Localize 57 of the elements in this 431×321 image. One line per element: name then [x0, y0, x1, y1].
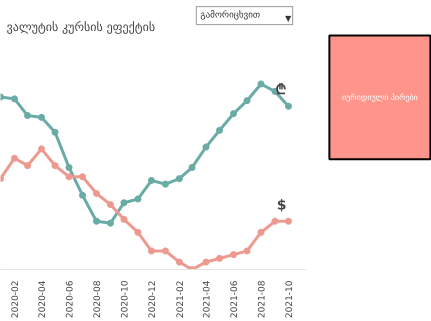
x-tick-label: 2021-08: [257, 280, 268, 318]
point: [52, 128, 59, 136]
point: [66, 164, 72, 171]
point: [257, 80, 264, 88]
point: [162, 247, 169, 254]
point: [244, 247, 251, 254]
point: [66, 173, 72, 180]
point: [134, 228, 142, 236]
point: [230, 110, 237, 118]
text: გამორიცხვით: [200, 10, 260, 21]
chart-title: ვალუტის კურსის ეფექტის: [6, 20, 156, 34]
x-tick-label: 2020-08: [92, 280, 103, 318]
point: [148, 247, 155, 254]
point: [79, 192, 86, 199]
point: [271, 218, 278, 225]
x-tick-label: 2020-06: [66, 280, 76, 318]
point: [257, 228, 264, 236]
point: [162, 180, 169, 188]
point: [92, 190, 100, 197]
point: [176, 258, 183, 266]
point: [10, 95, 18, 102]
point: [10, 154, 18, 162]
x-tick-label: 2020-12: [148, 280, 158, 318]
point: [230, 251, 237, 258]
x-tick-label: 2021-04: [202, 280, 212, 318]
point: [202, 258, 210, 266]
point: [79, 173, 86, 180]
point: [202, 144, 210, 151]
point: [134, 196, 142, 202]
point: [24, 162, 32, 170]
point: [52, 162, 59, 170]
x-tick-label: 2021-10: [284, 280, 295, 318]
x-tick-label: 2021-02: [176, 280, 186, 318]
x-tick-label: 2020-10: [120, 280, 130, 318]
point: [38, 145, 46, 152]
point: [120, 199, 128, 206]
point: [216, 254, 224, 262]
series-label: ₾: [275, 82, 286, 98]
x-tick-label: 2020-04: [38, 280, 48, 318]
text: ▼: [285, 14, 292, 23]
point: [106, 220, 114, 227]
point: [284, 102, 292, 110]
point: [148, 176, 155, 184]
point: [106, 201, 114, 208]
point: [120, 216, 128, 223]
point: [244, 97, 251, 104]
series-label: $: [276, 197, 286, 214]
point: [38, 114, 46, 121]
text: იურიდიული პირები: [342, 92, 418, 102]
point: [176, 175, 183, 182]
point: [92, 218, 100, 225]
x-tick-label: 2020-02: [10, 280, 21, 318]
point: [216, 126, 224, 134]
point: [284, 218, 292, 225]
point: [24, 112, 32, 120]
point: [188, 164, 196, 171]
x-tick-label: 2021-06: [230, 280, 240, 318]
